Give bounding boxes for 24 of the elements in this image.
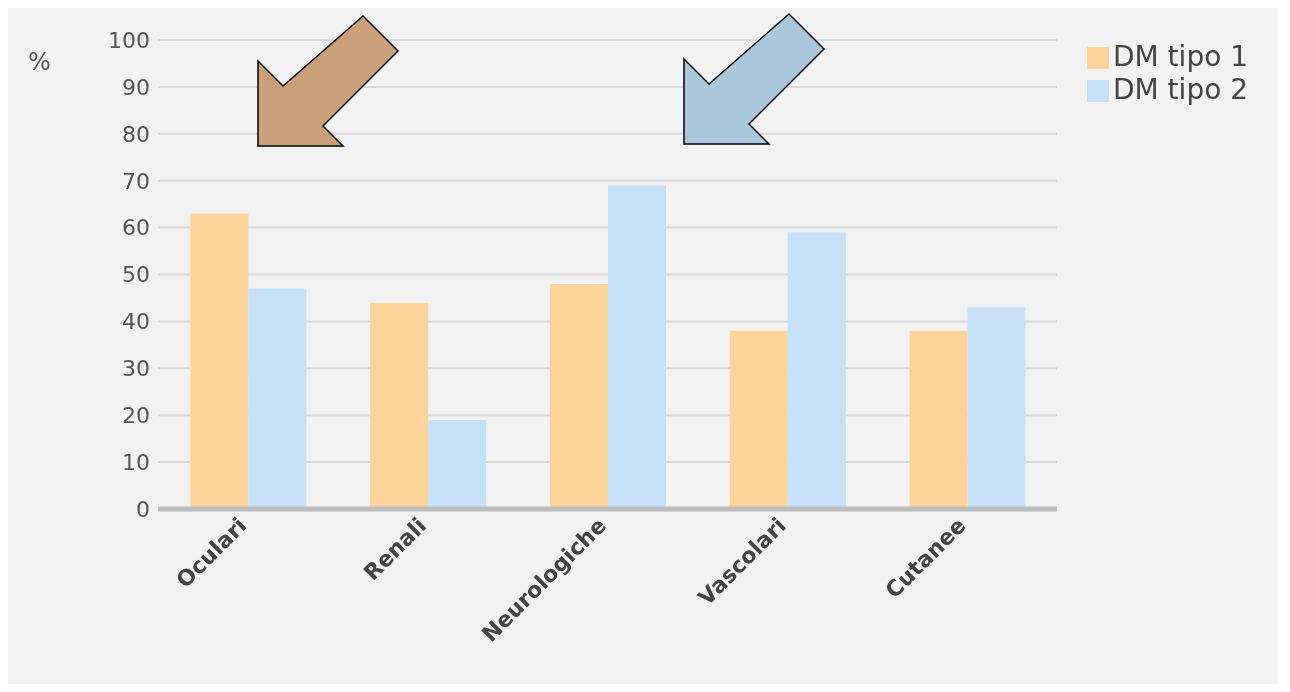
y-tick-label: 50 xyxy=(122,262,150,288)
bar xyxy=(370,302,429,509)
bar xyxy=(549,283,608,509)
bar xyxy=(729,330,788,509)
bar xyxy=(967,307,1026,509)
y-tick-label: 80 xyxy=(122,121,150,147)
y-tick-label: 30 xyxy=(122,356,150,382)
y-tick-label: 70 xyxy=(122,168,150,194)
bar xyxy=(428,419,487,509)
legend-label: DM tipo 1 xyxy=(1113,40,1248,73)
bar xyxy=(909,330,968,509)
legend-label: DM tipo 2 xyxy=(1113,73,1248,106)
y-tick-label: 100 xyxy=(108,27,150,53)
bar xyxy=(248,288,307,509)
y-tick-label: 0 xyxy=(136,496,150,522)
bar xyxy=(190,213,249,509)
y-tick-label: 20 xyxy=(122,403,150,429)
y-axis-title: % xyxy=(28,48,51,76)
bar xyxy=(787,232,846,509)
y-tick-label: 90 xyxy=(122,74,150,100)
y-tick-label: 10 xyxy=(122,449,150,475)
y-tick-label: 60 xyxy=(122,215,150,241)
y-tick-label: 40 xyxy=(122,309,150,335)
bar xyxy=(607,185,666,509)
